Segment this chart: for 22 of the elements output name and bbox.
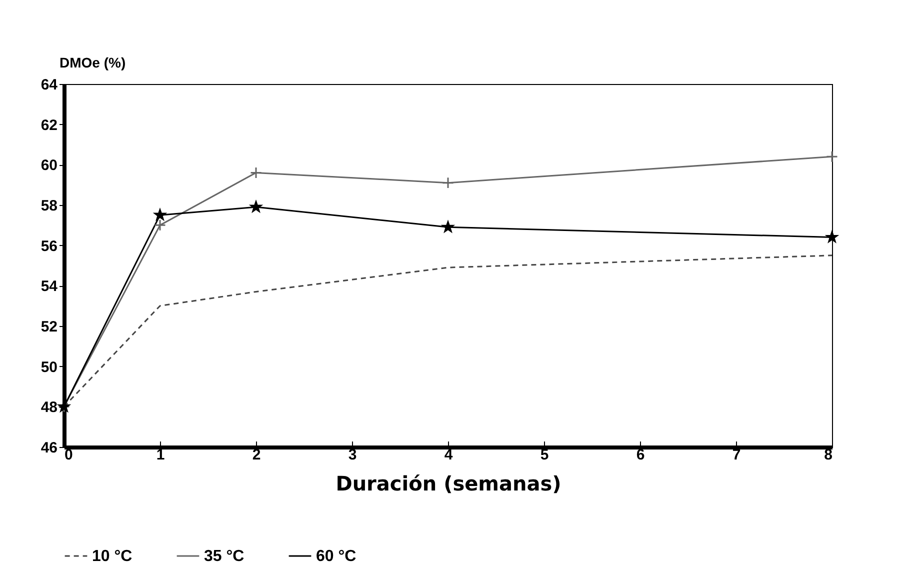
x-axis-title: Duración (semanas) bbox=[336, 472, 562, 496]
x-tick-label: 8 bbox=[824, 446, 832, 464]
y-tick-label: 62 bbox=[40, 116, 58, 134]
y-tick-label: 60 bbox=[40, 157, 58, 174]
legend-label: 10 °C bbox=[92, 548, 133, 565]
y-tick-label: 64 bbox=[40, 76, 58, 94]
x-tick-label: 1 bbox=[156, 446, 165, 464]
y-tick-label: 54 bbox=[40, 278, 58, 296]
y-tick-label: 56 bbox=[40, 238, 58, 255]
y-tick-label: 48 bbox=[40, 399, 58, 416]
x-tick-label: 4 bbox=[444, 446, 454, 464]
legend-label: 60 °C bbox=[316, 548, 357, 565]
y-tick-label: 50 bbox=[40, 358, 58, 376]
x-tick-label: 3 bbox=[348, 446, 357, 464]
x-tick-label: 6 bbox=[636, 446, 645, 464]
x-tick-label: 2 bbox=[252, 446, 261, 464]
legend-label: 35 °C bbox=[204, 548, 245, 565]
y-tick-label: 58 bbox=[40, 198, 58, 214]
y-tick-label: 52 bbox=[40, 318, 58, 336]
x-tick-label: 0 bbox=[64, 446, 73, 464]
y-axis-title: DMOe (%) bbox=[60, 54, 126, 70]
y-tick-label: 46 bbox=[40, 440, 58, 456]
